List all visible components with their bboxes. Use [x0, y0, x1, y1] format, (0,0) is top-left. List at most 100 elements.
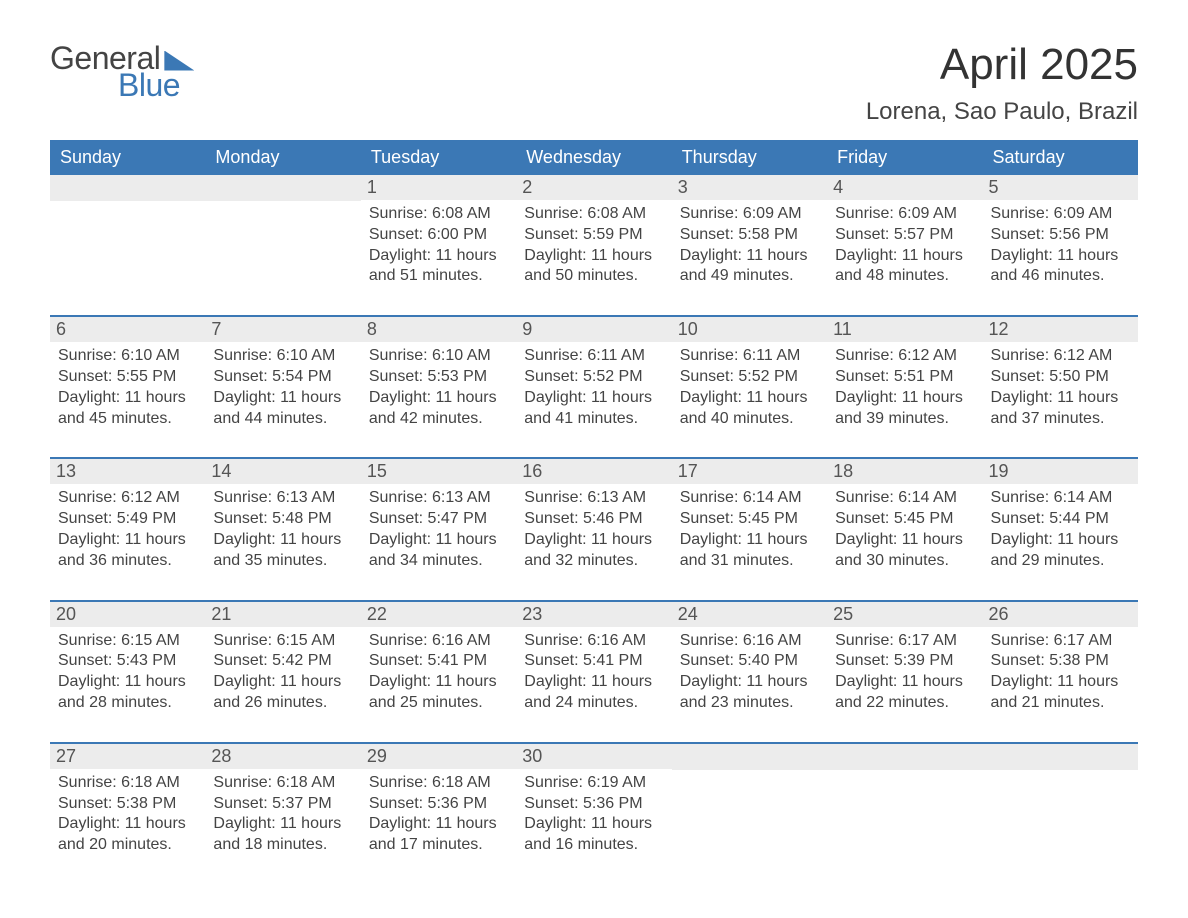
- daylight-text: Daylight: 11 hours and 50 minutes.: [524, 246, 663, 288]
- sunset-text: Sunset: 5:58 PM: [680, 225, 819, 246]
- sunrise-text: Sunrise: 6:13 AM: [524, 488, 663, 509]
- daylight-text: Daylight: 11 hours and 37 minutes.: [991, 388, 1130, 430]
- weekday-header: Friday: [827, 140, 982, 175]
- day-number: 3: [672, 175, 827, 200]
- day-number: 8: [361, 317, 516, 342]
- sunset-text: Sunset: 5:46 PM: [524, 509, 663, 530]
- day-info: Sunrise: 6:11 AMSunset: 5:52 PMDaylight:…: [524, 346, 663, 429]
- day-info: Sunrise: 6:09 AMSunset: 5:56 PMDaylight:…: [991, 204, 1130, 287]
- day-cell: 14 Sunrise: 6:13 AMSunset: 5:48 PMDayligh…: [205, 459, 360, 581]
- day-info: Sunrise: 6:14 AMSunset: 5:45 PMDaylight:…: [835, 488, 974, 571]
- week-row: 6Sunrise: 6:10 AMSunset: 5:55 PMDaylight…: [50, 315, 1138, 439]
- daylight-text: Daylight: 11 hours and 36 minutes.: [58, 530, 197, 572]
- daylight-text: Daylight: 11 hours and 31 minutes.: [680, 530, 819, 572]
- sunrise-text: Sunrise: 6:18 AM: [58, 773, 197, 794]
- day-info: Sunrise: 6:12 AMSunset: 5:50 PMDaylight:…: [991, 346, 1130, 429]
- day-info: Sunrise: 6:19 AMSunset: 5:36 PMDaylight:…: [524, 773, 663, 856]
- day-info: Sunrise: 6:09 AMSunset: 5:58 PMDaylight:…: [680, 204, 819, 287]
- day-number: 28: [205, 744, 360, 769]
- logo: General Blue: [50, 40, 194, 104]
- day-number: 1: [361, 175, 516, 200]
- daylight-text: Daylight: 11 hours and 45 minutes.: [58, 388, 197, 430]
- sunrise-text: Sunrise: 6:08 AM: [369, 204, 508, 225]
- daylight-text: Daylight: 11 hours and 44 minutes.: [213, 388, 352, 430]
- day-number: 17: [672, 459, 827, 484]
- day-cell: 20Sunrise: 6:15 AMSunset: 5:43 PMDayligh…: [50, 602, 205, 724]
- day-number: [672, 744, 827, 770]
- sunrise-text: Sunrise: 6:09 AM: [991, 204, 1130, 225]
- day-info: Sunrise: 6:17 AMSunset: 5:39 PMDaylight:…: [835, 631, 974, 714]
- daylight-text: Daylight: 11 hours and 26 minutes.: [213, 672, 352, 714]
- day-number: [205, 175, 360, 201]
- day-number: 11: [827, 317, 982, 342]
- sunrise-text: Sunrise: 6:13 AM: [213, 488, 352, 509]
- logo-flag-icon: [164, 51, 194, 71]
- sunset-text: Sunset: 5:36 PM: [369, 794, 508, 815]
- day-number: 2: [516, 175, 671, 200]
- daylight-text: Daylight: 11 hours and 30 minutes.: [835, 530, 974, 572]
- daylight-text: Daylight: 11 hours and 21 minutes.: [991, 672, 1130, 714]
- weekday-header-row: Sunday Monday Tuesday Wednesday Thursday…: [50, 140, 1138, 175]
- sunset-text: Sunset: 5:45 PM: [835, 509, 974, 530]
- day-number: 12: [983, 317, 1138, 342]
- day-number: 21: [205, 602, 360, 627]
- day-info: Sunrise: 6:15 AMSunset: 5:43 PMDaylight:…: [58, 631, 197, 714]
- sunrise-text: Sunrise: 6:18 AM: [213, 773, 352, 794]
- day-info: Sunrise: 6:17 AMSunset: 5:38 PMDaylight:…: [991, 631, 1130, 714]
- day-cell: 24Sunrise: 6:16 AMSunset: 5:40 PMDayligh…: [672, 602, 827, 724]
- day-cell: [983, 744, 1138, 866]
- week-row: 20Sunrise: 6:15 AMSunset: 5:43 PMDayligh…: [50, 600, 1138, 724]
- sunset-text: Sunset: 5:51 PM: [835, 367, 974, 388]
- day-info: Sunrise: 6:13 AMSunset: 5:47 PMDaylight:…: [369, 488, 508, 571]
- day-info: Sunrise: 6:18 AMSunset: 5:38 PMDaylight:…: [58, 773, 197, 856]
- day-cell: 16Sunrise: 6:13 AMSunset: 5:46 PMDayligh…: [516, 459, 671, 581]
- sunset-text: Sunset: 5:57 PM: [835, 225, 974, 246]
- sunrise-text: Sunrise: 6:17 AM: [835, 631, 974, 652]
- day-cell: 8Sunrise: 6:10 AMSunset: 5:53 PMDaylight…: [361, 317, 516, 439]
- sunset-text: Sunset: 5:41 PM: [369, 651, 508, 672]
- day-cell: 9 Sunrise: 6:11 AMSunset: 5:52 PMDaylight…: [516, 317, 671, 439]
- sunset-text: Sunset: 5:37 PM: [213, 794, 352, 815]
- sunrise-text: Sunrise: 6:11 AM: [680, 346, 819, 367]
- sunset-text: Sunset: 5:59 PM: [524, 225, 663, 246]
- sunset-text: Sunset: 5:38 PM: [58, 794, 197, 815]
- sunset-text: Sunset: 5:38 PM: [991, 651, 1130, 672]
- weekday-header: Wednesday: [516, 140, 671, 175]
- day-cell: 13Sunrise: 6:12 AMSunset: 5:49 PMDayligh…: [50, 459, 205, 581]
- day-info: Sunrise: 6:14 AMSunset: 5:44 PMDaylight:…: [991, 488, 1130, 571]
- day-info: Sunrise: 6:09 AMSunset: 5:57 PMDaylight:…: [835, 204, 974, 287]
- daylight-text: Daylight: 11 hours and 32 minutes.: [524, 530, 663, 572]
- daylight-text: Daylight: 11 hours and 24 minutes.: [524, 672, 663, 714]
- day-number: 14: [205, 459, 360, 484]
- day-number: 9: [516, 317, 671, 342]
- day-cell: 5Sunrise: 6:09 AMSunset: 5:56 PMDaylight…: [983, 175, 1138, 297]
- day-number: 23: [516, 602, 671, 627]
- day-info: Sunrise: 6:18 AMSunset: 5:37 PMDaylight:…: [213, 773, 352, 856]
- sunrise-text: Sunrise: 6:10 AM: [369, 346, 508, 367]
- day-cell: 27Sunrise: 6:18 AMSunset: 5:38 PMDayligh…: [50, 744, 205, 866]
- calendar: Sunday Monday Tuesday Wednesday Thursday…: [50, 140, 1138, 866]
- sunset-text: Sunset: 5:52 PM: [680, 367, 819, 388]
- day-cell: [672, 744, 827, 866]
- sunrise-text: Sunrise: 6:10 AM: [213, 346, 352, 367]
- daylight-text: Daylight: 11 hours and 46 minutes.: [991, 246, 1130, 288]
- day-cell: [827, 744, 982, 866]
- daylight-text: Daylight: 11 hours and 16 minutes.: [524, 814, 663, 856]
- day-cell: [50, 175, 205, 297]
- day-cell: 25Sunrise: 6:17 AMSunset: 5:39 PMDayligh…: [827, 602, 982, 724]
- day-number: 26: [983, 602, 1138, 627]
- sunset-text: Sunset: 5:54 PM: [213, 367, 352, 388]
- sunrise-text: Sunrise: 6:12 AM: [58, 488, 197, 509]
- daylight-text: Daylight: 11 hours and 22 minutes.: [835, 672, 974, 714]
- sunrise-text: Sunrise: 6:16 AM: [369, 631, 508, 652]
- day-info: Sunrise: 6:13 AMSunset: 5:48 PMDaylight:…: [213, 488, 352, 571]
- day-number: 10: [672, 317, 827, 342]
- sunrise-text: Sunrise: 6:12 AM: [835, 346, 974, 367]
- day-cell: 22Sunrise: 6:16 AMSunset: 5:41 PMDayligh…: [361, 602, 516, 724]
- sunrise-text: Sunrise: 6:14 AM: [835, 488, 974, 509]
- day-number: [50, 175, 205, 201]
- daylight-text: Daylight: 11 hours and 28 minutes.: [58, 672, 197, 714]
- daylight-text: Daylight: 11 hours and 18 minutes.: [213, 814, 352, 856]
- day-cell: 10Sunrise: 6:11 AMSunset: 5:52 PMDayligh…: [672, 317, 827, 439]
- day-number: 4: [827, 175, 982, 200]
